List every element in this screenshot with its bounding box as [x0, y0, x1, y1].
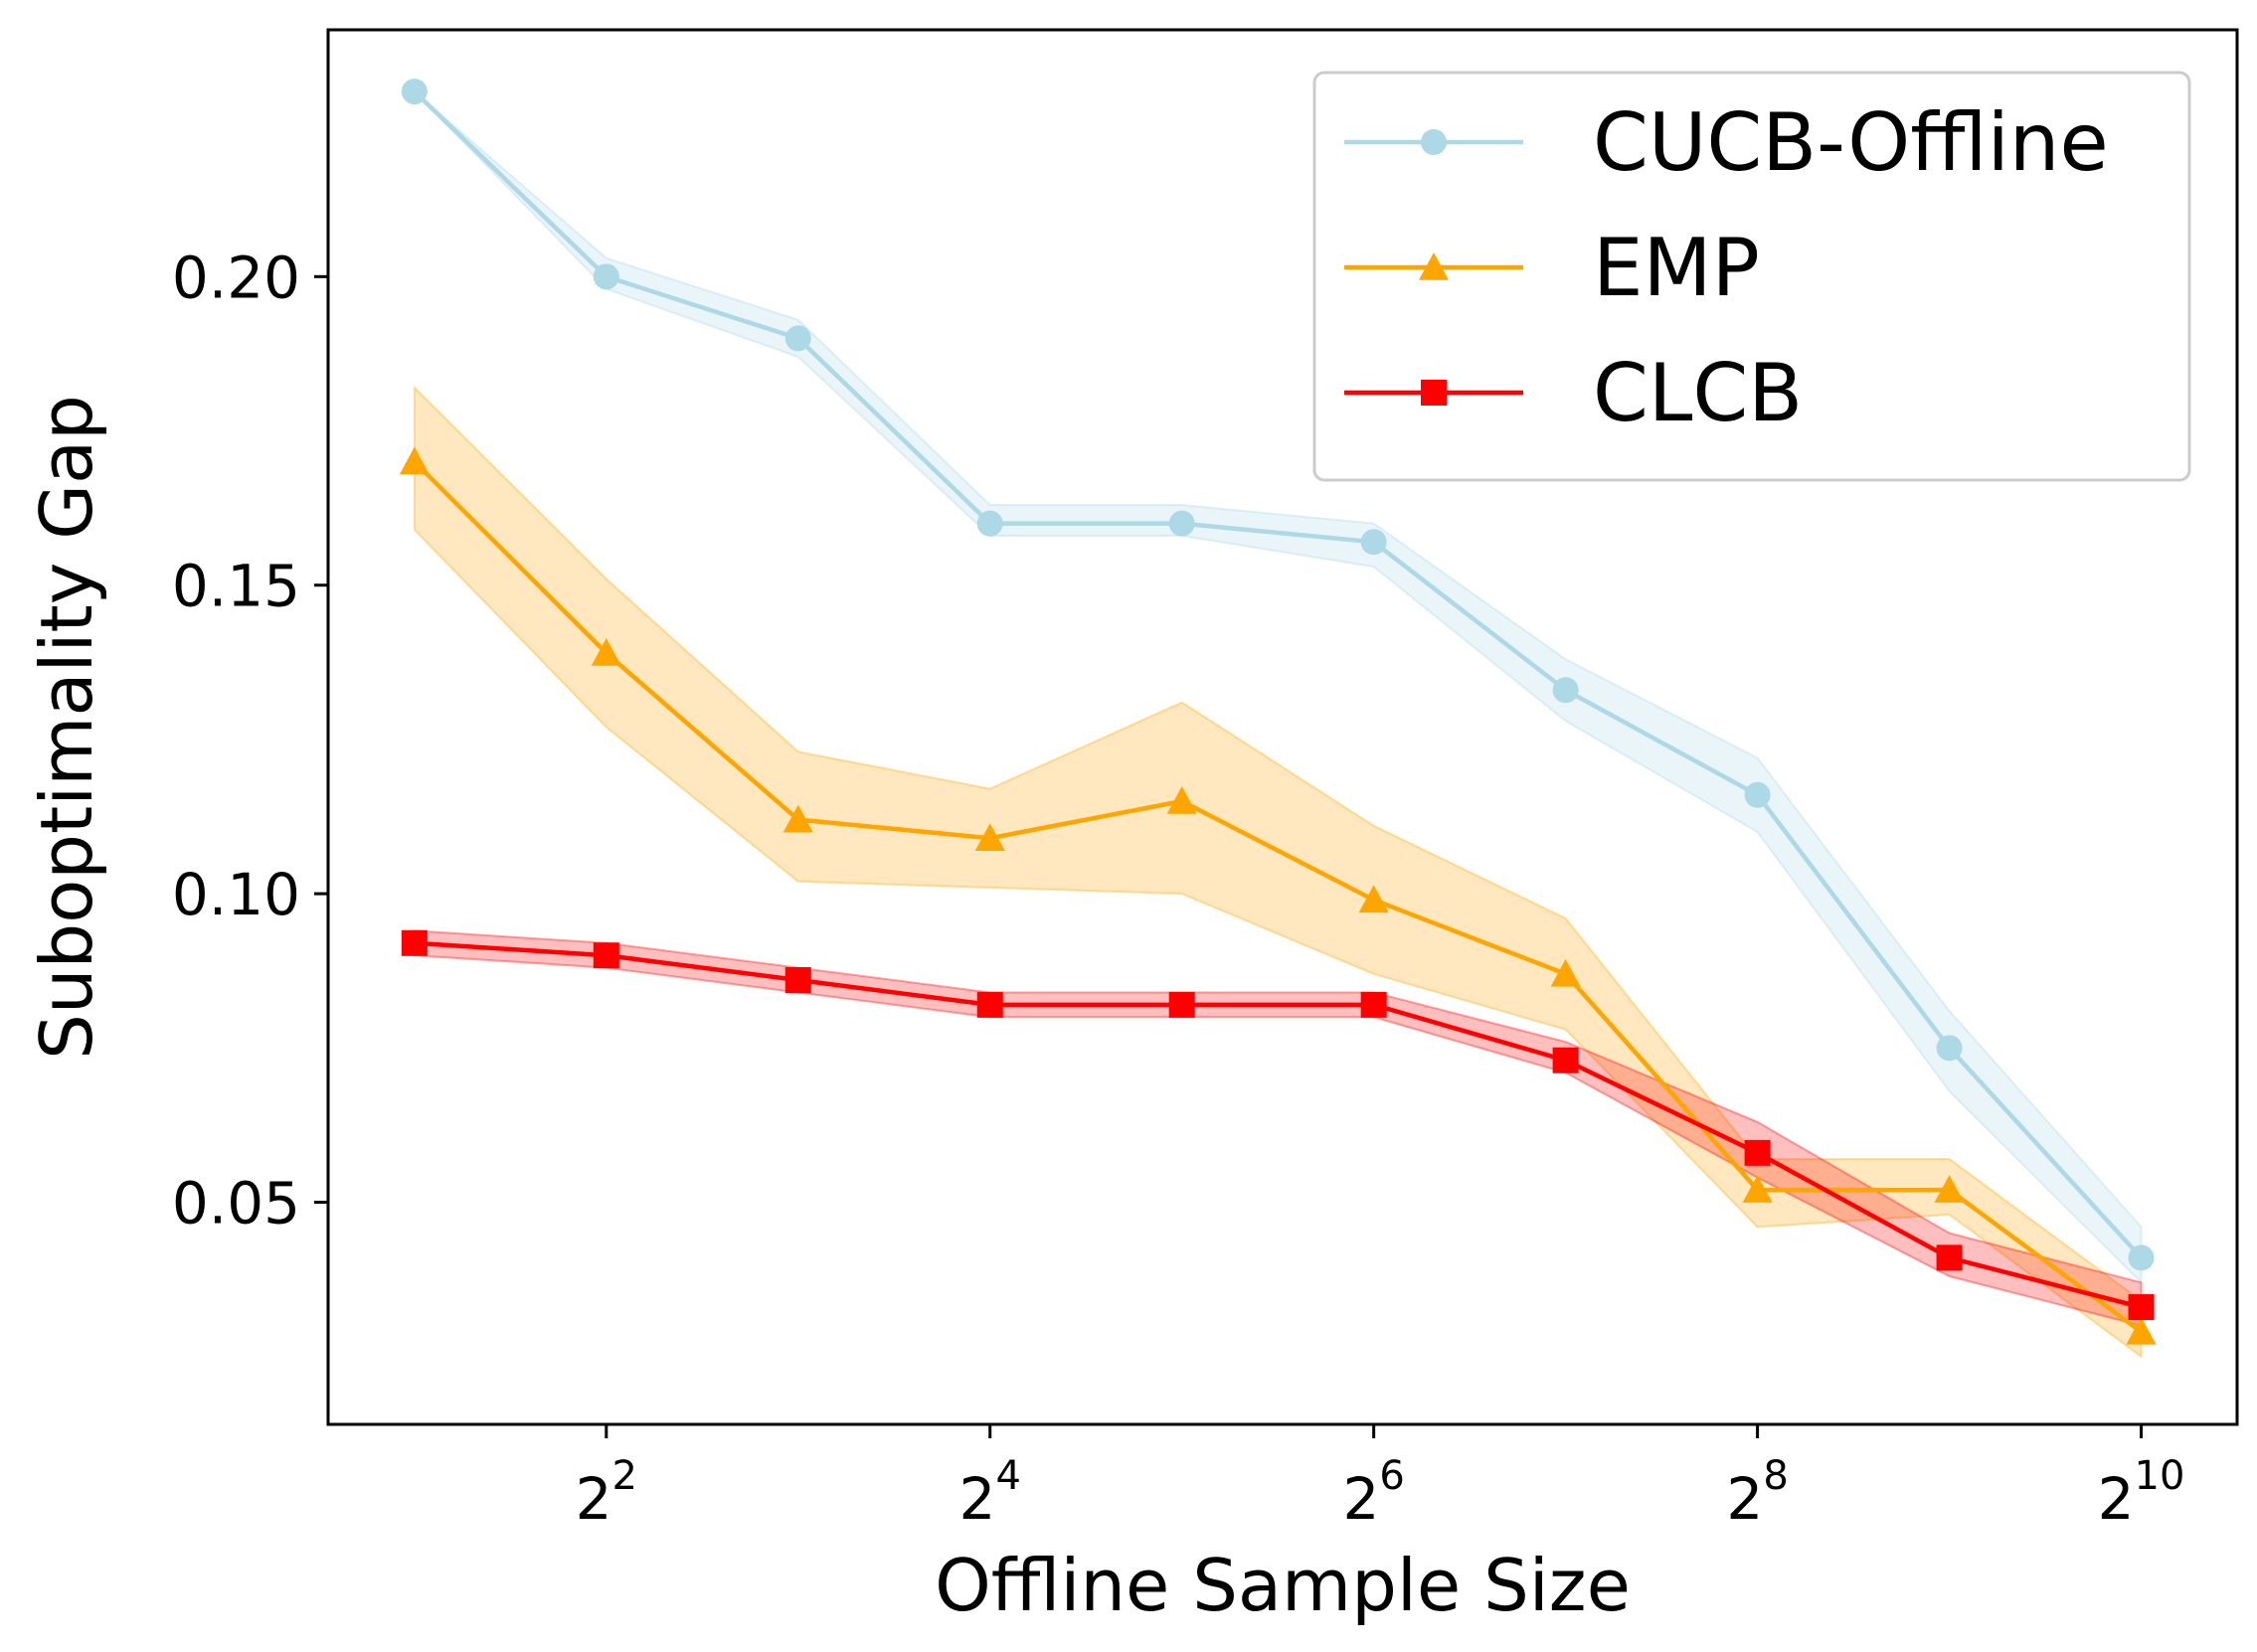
x-axis: 22 24 26 28 210	[576, 1424, 2185, 1533]
cucb-offline-point	[784, 325, 811, 352]
clcb-point	[1936, 1244, 1963, 1271]
x-tick-label: 210	[2098, 1453, 2185, 1533]
x-tick-exponent: 2	[612, 1453, 637, 1499]
series-markers	[399, 79, 2157, 1345]
x-tick-exponent: 6	[1379, 1453, 1404, 1499]
legend-marker	[1419, 252, 1449, 280]
legend-label: CUCB-Offline	[1593, 96, 2109, 189]
cucb-offline-point	[401, 79, 428, 105]
x-tick-base: 2	[1342, 1465, 1379, 1533]
x-axis-label: Offline Sample Size	[935, 1544, 1631, 1627]
plot-frame	[326, 28, 2239, 1426]
x-tick-exponent: 10	[2135, 1453, 2185, 1499]
clcb-line	[414, 940, 2143, 1310]
emp-point	[974, 823, 1005, 851]
legend-label: EMP	[1593, 222, 1760, 314]
x-tick-base: 2	[1726, 1465, 1763, 1533]
y-axis: 0.05 0.10 0.15 0.20	[172, 244, 328, 1238]
legend-marker	[1421, 380, 1447, 406]
emp-point	[2126, 1316, 2157, 1345]
x-tick-label: 28	[1726, 1453, 1788, 1533]
cucb-offline-point	[1744, 781, 1771, 808]
cucb-offline-point	[593, 263, 619, 290]
legend-item-clcb: CLCB	[1344, 347, 1803, 439]
y-tick-label: 0.15	[172, 553, 300, 620]
y-tick-label: 0.05	[172, 1170, 300, 1238]
x-tick-label: 24	[959, 1453, 1021, 1533]
emp-point	[1358, 885, 1389, 913]
cucb-offline-point	[1360, 529, 1387, 556]
cucb-offline-point	[1552, 677, 1579, 704]
emp-point	[1550, 958, 1581, 987]
x-tick-base: 2	[959, 1465, 996, 1533]
clcb-point	[593, 942, 619, 969]
clcb-point	[784, 967, 811, 994]
clcb-point	[976, 991, 1003, 1018]
x-tick-exponent: 8	[1763, 1453, 1788, 1499]
emp-point	[782, 804, 813, 833]
cucb-offline-point	[2128, 1244, 2155, 1271]
legend-marker	[1421, 129, 1447, 155]
emp-point	[1742, 1175, 1773, 1203]
x-tick-exponent: 4	[995, 1453, 1020, 1499]
clcb-point	[2128, 1294, 2155, 1321]
clcb-point	[1168, 991, 1195, 1018]
legend: CUCB-Offline EMP CLCB	[1312, 71, 2191, 482]
y-tick-label: 0.10	[172, 861, 300, 928]
clcb-point	[1552, 1047, 1579, 1074]
legend-item-cucb-offline: CUCB-Offline	[1344, 96, 2109, 189]
emp-point	[399, 446, 430, 475]
emp-band	[413, 385, 2143, 1359]
clcb-point	[401, 929, 428, 956]
cucb-offline-point	[976, 510, 1003, 537]
clcb-point	[1744, 1139, 1771, 1166]
series-lines	[413, 89, 2144, 1334]
legend-item-emp: EMP	[1344, 222, 1760, 314]
emp-point	[1934, 1175, 1965, 1203]
clcb-point	[1360, 991, 1387, 1018]
emp-point	[591, 638, 621, 666]
cucb-offline-line	[413, 89, 2144, 1259]
legend-label: CLCB	[1593, 347, 1803, 439]
x-tick-label: 22	[576, 1453, 637, 1533]
cucb-offline-point	[1168, 510, 1195, 537]
y-tick-label: 0.20	[172, 244, 300, 311]
x-tick-base: 2	[2098, 1465, 2135, 1533]
x-tick-label: 26	[1342, 1453, 1404, 1533]
emp-line	[413, 459, 2143, 1334]
y-axis-label: Suboptimality Gap	[25, 395, 108, 1060]
x-tick-base: 2	[576, 1465, 612, 1533]
emp-point	[1166, 785, 1197, 814]
cucb-offline-point	[1936, 1035, 1963, 1062]
legend-box	[1312, 71, 2191, 482]
